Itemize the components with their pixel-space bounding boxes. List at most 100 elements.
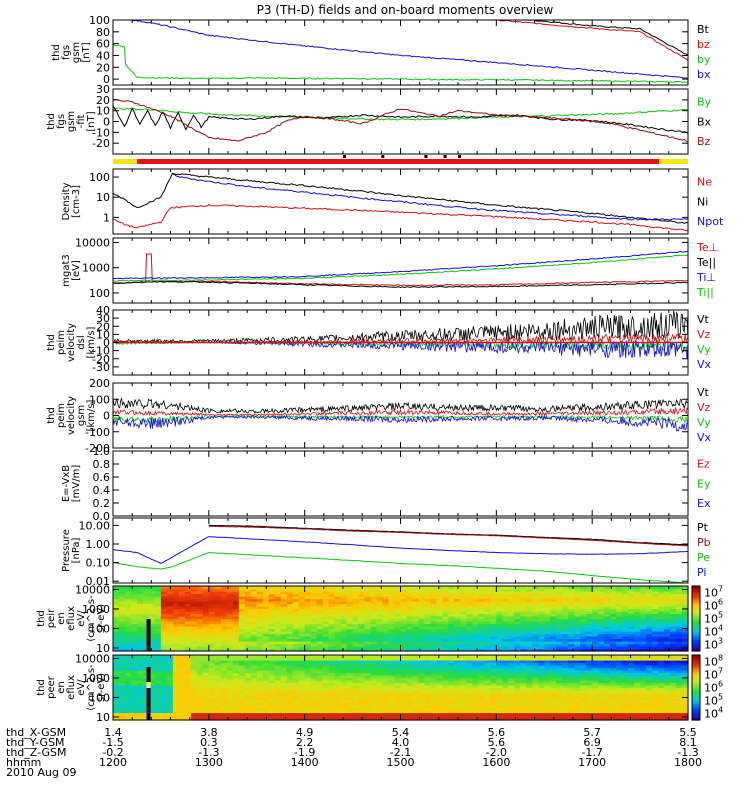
spectrogram-peir-cell xyxy=(418,618,426,622)
spectrogram-peir-cell xyxy=(244,626,252,630)
spectrogram-peir-cell xyxy=(478,598,485,602)
spectrogram-peir-cell xyxy=(238,621,246,625)
spectrogram-peir-cell xyxy=(448,603,455,607)
spectrogram-peer-cell xyxy=(412,695,420,699)
spectrogram-peir-cell xyxy=(532,613,539,617)
spectrogram-peer-cell xyxy=(394,712,402,716)
spectrogram-peir-cell xyxy=(676,613,683,617)
spectrogram-peir-cell xyxy=(586,638,593,642)
spectrogram-peir-cell xyxy=(442,631,449,635)
spectrogram-peir-cell xyxy=(286,586,294,590)
spectrogram-peer-cell xyxy=(442,687,449,691)
panel-peim-vel-tick-label: 20 xyxy=(96,320,110,333)
spectrogram-peir-cell xyxy=(448,623,455,627)
spectrogram-peer-cell xyxy=(262,705,270,709)
spectrogram-peer-cell xyxy=(436,700,443,704)
spectrogram-peir-cell xyxy=(568,636,575,640)
spectrogram-peir-cell xyxy=(448,593,455,597)
spectrogram-peer-cell xyxy=(262,675,270,679)
spectrogram-peer-cell xyxy=(406,710,414,714)
spectrogram-peir-cell xyxy=(334,643,342,647)
spectrogram-peir-cell xyxy=(604,601,611,605)
spectrogram-peer-cell xyxy=(472,700,479,704)
spectrogram-peir-cell xyxy=(658,626,665,630)
spectrogram-peir-cell xyxy=(310,626,318,630)
spectrogram-peir-cell xyxy=(172,626,180,630)
spectrogram-peir-cell xyxy=(484,598,491,602)
spectrogram-peir-cell xyxy=(154,621,162,625)
spectrogram-peir-cell xyxy=(568,641,575,645)
spectrogram-peer-cell xyxy=(460,712,467,716)
spectrogram-peer-cell xyxy=(370,660,378,664)
spectrogram-peir-cell xyxy=(658,591,665,595)
spectrogram-peer-cell xyxy=(358,677,366,681)
panel-temp-series-Ti|| xyxy=(113,254,688,282)
spectrogram-peer-cell xyxy=(430,677,437,681)
panel-peim-vel-tick-label: -20 xyxy=(92,353,110,366)
spectrogram-peir-cell xyxy=(520,636,527,640)
spectrogram-peir-cell xyxy=(340,608,348,612)
spectrogram-peir-cell xyxy=(610,626,617,630)
spectrogram-peir-cell xyxy=(442,626,449,630)
spectrogram-peer-cell xyxy=(190,707,198,711)
spectrogram-peer-cell xyxy=(262,692,270,696)
spectrogram-peir-cell xyxy=(538,616,545,620)
spectrogram-peir-cell xyxy=(628,641,635,645)
spectrogram-peer-cell xyxy=(131,700,138,704)
spectrogram-peir-cell xyxy=(634,606,641,610)
spectrogram-peer-cell xyxy=(334,682,342,686)
spectrogram-peer-cell xyxy=(424,667,432,671)
spectrogram-peir-cell xyxy=(454,643,461,647)
spectrogram-peer-cell xyxy=(304,710,312,714)
spectrogram-peir-cell xyxy=(412,603,420,607)
spectrogram-peir-cell xyxy=(292,643,300,647)
spectrogram-peir-cell xyxy=(190,588,198,592)
spectrogram-peir-cell xyxy=(166,643,174,647)
spectrogram-peer-cell xyxy=(478,662,485,666)
spectrogram-peir-cell xyxy=(310,598,318,602)
spectrogram-peer-cell xyxy=(418,692,426,696)
spectrogram-peir-cell xyxy=(628,598,635,602)
spectrogram-peer-cell xyxy=(346,670,354,674)
spectrogram-peir-cell xyxy=(250,601,258,605)
spectrogram-peir-cell xyxy=(238,586,246,590)
spectrogram-peir-cell xyxy=(178,606,186,610)
spectrogram-peir-cell xyxy=(328,636,336,640)
spectrogram-peir-cell xyxy=(196,603,204,607)
spectrogram-peir-cell xyxy=(208,613,216,617)
spectrogram-peir-cell xyxy=(298,621,306,625)
spectrogram-peir-cell xyxy=(436,633,443,637)
spectrogram-peir-cell xyxy=(125,591,132,595)
spectrogram-peir-cell xyxy=(424,636,432,640)
spectrogram-peir-cell xyxy=(352,598,360,602)
spectrogram-peer-cell xyxy=(280,717,288,721)
spectrogram-peer-cell xyxy=(466,697,473,701)
spectrogram-peer-cell xyxy=(460,710,467,714)
spectrogram-peer-cell xyxy=(232,677,240,681)
spectrogram-peer-cell xyxy=(113,675,120,679)
spectrogram-peir-cell xyxy=(412,623,420,627)
spectrogram-peir-colorbar-cell xyxy=(692,597,700,600)
spectrogram-peir-cell xyxy=(340,633,348,637)
spectrogram-peir-cell xyxy=(562,611,569,615)
panel-pressure-legend-entry: Pi xyxy=(697,566,706,579)
spectrogram-peer-cell xyxy=(238,675,246,679)
spectrogram-peer-cell xyxy=(131,702,138,706)
spectrogram-peer-cell xyxy=(436,692,443,696)
spectrogram-peir-cell xyxy=(274,641,282,645)
spectrogram-peer-cell xyxy=(196,685,204,689)
spectrogram-peir-cell xyxy=(340,646,348,650)
spectrogram-peir-cell xyxy=(406,591,414,595)
spectrogram-peir-cell xyxy=(382,638,390,642)
spectrogram-peir-cell xyxy=(634,641,641,645)
spectrogram-peir-cell xyxy=(490,586,497,590)
spectrogram-peir-cell xyxy=(250,628,258,632)
spectrogram-peer-cell xyxy=(334,655,342,659)
spectrogram-peir-cell xyxy=(418,643,426,647)
spectrogram-peir-cell xyxy=(436,641,443,645)
spectrogram-peir-cell xyxy=(556,608,563,612)
spectrogram-peer-cell xyxy=(160,665,168,669)
spectrogram-peer-cell xyxy=(412,672,420,676)
spectrogram-peir-cell xyxy=(610,638,617,642)
spectrogram-peer-cell xyxy=(137,667,144,671)
